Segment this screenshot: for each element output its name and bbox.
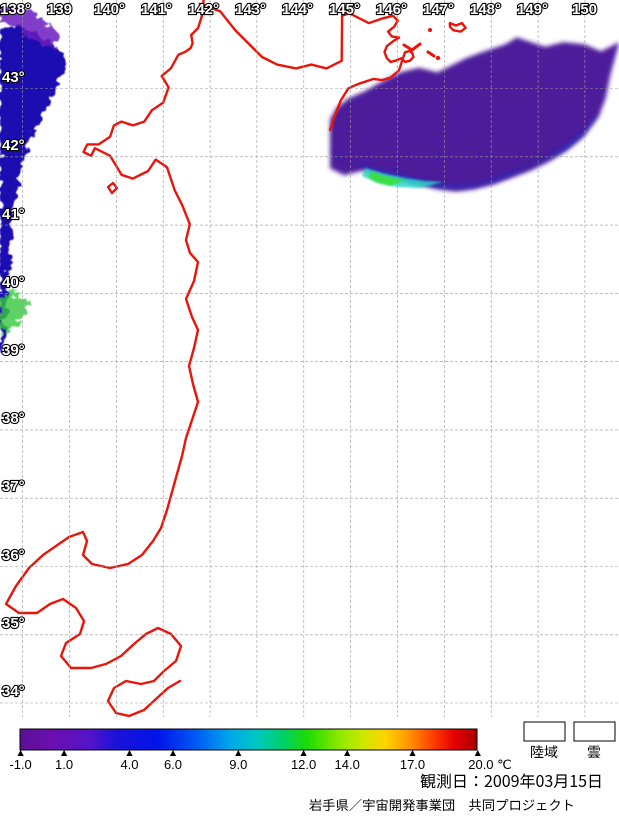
svg-text:147°: 147° [423,1,454,18]
svg-text:146°: 146° [376,1,407,18]
svg-text:14.0: 14.0 [335,757,360,772]
svg-text:4.0: 4.0 [120,757,138,772]
svg-text:1.0: 1.0 [55,757,73,772]
svg-text:145°: 145° [329,1,360,18]
svg-text:138°: 138° [0,1,31,18]
svg-text:12.0: 12.0 [291,757,316,772]
svg-text:観測日：2009年03月15日: 観測日：2009年03月15日 [420,768,603,792]
svg-text:陸域: 陸域 [530,742,558,762]
svg-text:149°: 149° [517,1,548,18]
svg-text:148°: 148° [470,1,501,18]
svg-text:37°: 37° [2,478,25,495]
svg-text:9.0: 9.0 [229,757,247,772]
svg-text:139: 139 [47,1,72,18]
svg-text:142°: 142° [188,1,219,18]
svg-text:34°: 34° [2,683,25,700]
svg-text:39°: 39° [2,342,25,359]
svg-text:150: 150 [572,1,597,18]
svg-text:雲: 雲 [587,742,601,762]
svg-text:35°: 35° [2,615,25,632]
svg-text:43°: 43° [2,69,25,86]
svg-text:143°: 143° [235,1,266,18]
svg-text:岩手県／宇宙開発事業団 共同プロジェクト: 岩手県／宇宙開発事業団 共同プロジェクト [309,795,575,814]
svg-text:141°: 141° [141,1,172,18]
svg-text:140°: 140° [94,1,125,18]
svg-text:36°: 36° [2,547,25,564]
svg-text:-1.0: -1.0 [9,757,31,772]
svg-text:41°: 41° [2,206,25,223]
svg-text:6.0: 6.0 [164,757,182,772]
svg-text:144°: 144° [282,1,313,18]
svg-text:42°: 42° [2,137,25,154]
svg-text:40°: 40° [2,274,25,291]
svg-text:38°: 38° [2,410,25,427]
